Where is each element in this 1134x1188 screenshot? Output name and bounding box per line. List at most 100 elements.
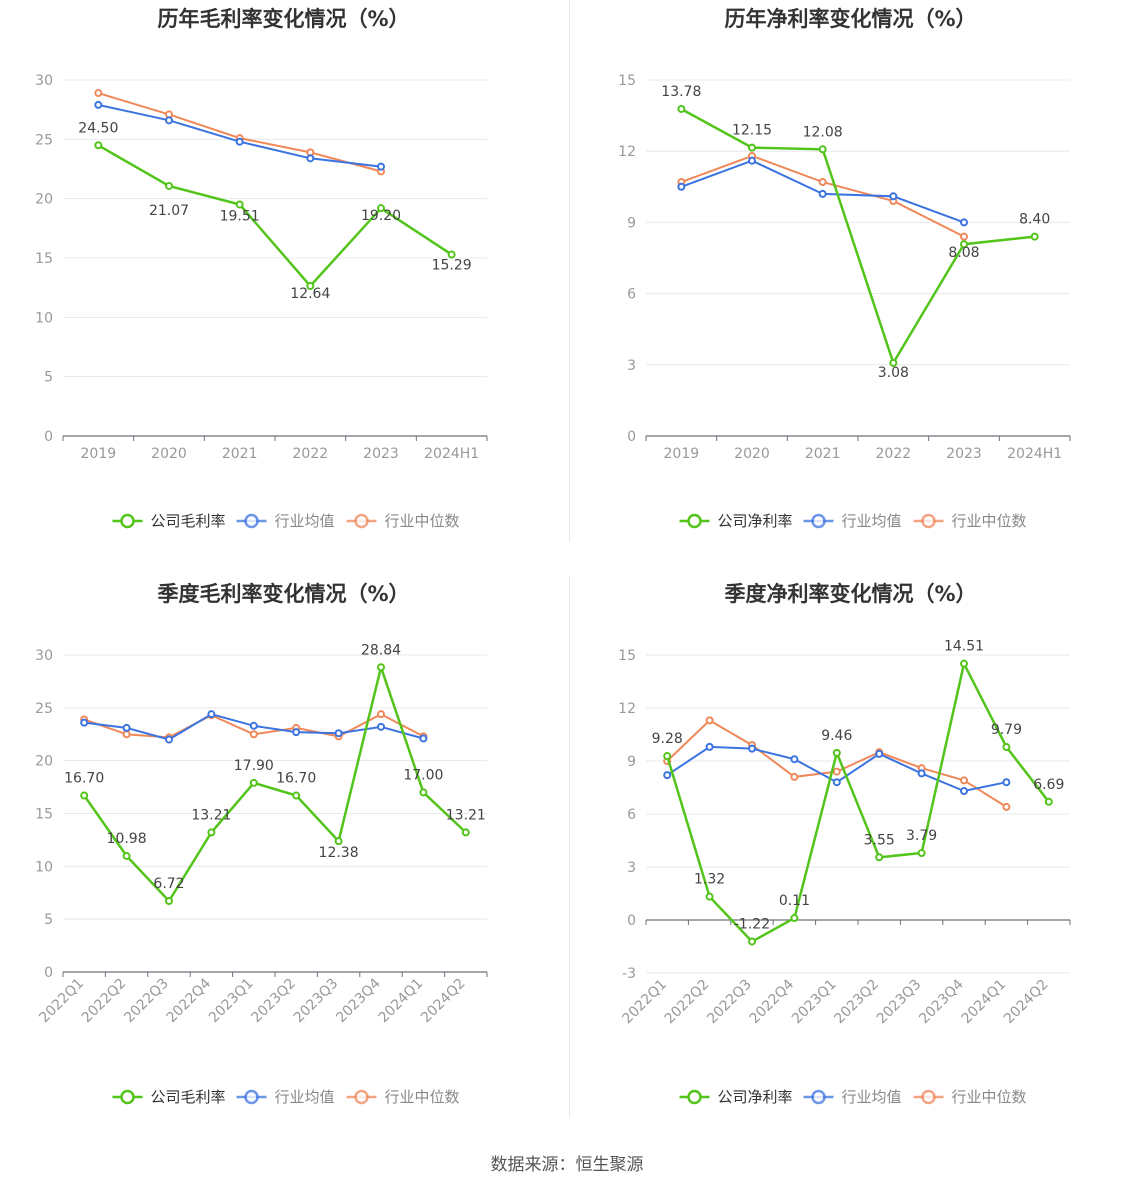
legend-marker [354,513,369,529]
data-label: 8.40 [1019,212,1050,228]
data-label: 16.70 [276,771,316,787]
data-point [790,772,799,781]
data-point [447,250,456,259]
data-label: 15.29 [432,258,472,274]
data-label: 12.64 [290,286,330,302]
data-label: 16.70 [64,771,104,787]
x-tick-label: 2024H1 [1007,446,1062,462]
data-point [889,192,898,201]
data-point [235,200,244,209]
x-tick-label: 2022Q1 [36,976,87,1027]
series-line [97,144,453,288]
legend-marker [244,1089,259,1105]
y-tick-label: 10 [35,859,53,875]
chart-quarterly-net: 季度净利率变化情况（%） -3 0 3 6 9 12 15 2022Q12022Q22022Q3… [618,582,1071,1106]
y-tick-label: 15 [35,807,53,823]
y-tick-label: 30 [35,73,53,89]
divider-top [569,0,570,542]
x-tick-label: 2023Q3 [291,976,342,1027]
data-label: 6.69 [1033,777,1064,793]
legend-marker [687,1089,702,1105]
data-point [960,240,968,249]
y-tick-label: 0 [627,913,636,929]
x-tick-label: 2022 [293,446,329,462]
y-tick-label: 6 [627,287,636,303]
legend-label: 行业中位数 [385,512,460,530]
data-point [461,828,470,837]
data-label: -1.22 [734,917,770,933]
x-tick-label: 2023Q4 [333,975,384,1026]
data-point [705,716,714,725]
data-point [292,791,301,800]
legend-label: 公司净利率 [718,1088,793,1106]
chart-title: 历年毛利率变化情况（%） [157,7,409,31]
data-label: 13.78 [661,84,701,100]
data-point [818,145,827,154]
data-point [306,282,315,291]
data-point [377,722,385,731]
data-point [790,914,799,923]
data-point [334,729,343,738]
data-point [1002,802,1011,811]
data-label: 3.79 [906,828,937,844]
legend-marker [921,1089,936,1105]
data-point [677,182,686,191]
data-label: 19.20 [361,208,401,224]
data-point [165,896,173,905]
x-tick-label: 2022Q4 [164,975,215,1026]
data-point [122,730,131,739]
data-label: 9.79 [991,722,1022,738]
chart-title: 历年净利率变化情况（%） [724,7,976,31]
data-point [705,892,714,901]
x-tick-label: 2020 [734,446,770,462]
legend-marker [687,513,702,529]
data-point [94,141,103,150]
data-label: 12.38 [319,845,359,861]
data-point [94,100,103,109]
data-point [960,776,968,785]
chart-panel-annual-gross: 历年毛利率变化情况（%） 0 5 10 15 20 25 30 2019 2020 2021 2022… [0,0,567,575]
x-tick-label: 2021 [805,446,841,462]
data-point [207,828,216,837]
x-tick-label: 2022 [876,446,912,462]
legend-label: 行业中位数 [952,512,1027,530]
data-point [917,769,926,778]
x-tick-label: 2024Q1 [959,977,1010,1028]
legend-label: 行业均值 [842,512,902,530]
x-tick-label: 2023Q1 [206,976,257,1027]
data-label: 24.50 [78,120,118,136]
data-label: 6.72 [153,876,184,892]
y-tick-label: 6 [627,807,636,823]
data-label: 13.21 [446,807,486,823]
data-label: 17.00 [403,767,443,783]
data-point [165,735,173,744]
data-point [306,154,315,163]
data-point [832,767,841,776]
y-tick-label: 3 [627,358,636,374]
data-point [207,710,216,719]
data-point [235,137,244,146]
legend-label: 行业均值 [842,1088,902,1106]
data-point [165,116,173,125]
data-point [1030,232,1039,241]
data-source-note: 数据来源：恒生聚源 [490,1155,644,1175]
y-tick-label: 5 [44,912,53,928]
series-line [83,662,467,904]
chart-title: 季度净利率变化情况（%） [724,582,976,606]
legend-label: 公司净利率 [718,512,793,530]
data-label: 12.15 [732,123,772,139]
x-tick-label: 2022Q1 [619,977,670,1028]
x-tick-label: 2022Q2 [662,977,713,1028]
data-point [80,791,89,800]
series-line [680,107,1035,366]
legend-marker [120,1089,135,1105]
data-point [748,143,756,152]
data-point [790,755,799,764]
data-label: 28.84 [361,642,401,658]
chart-quarterly-gross: 季度毛利率变化情况（%）0510152025302022Q12022Q22022… [35,582,488,1106]
y-tick-label: 12 [618,701,636,717]
data-point [832,748,841,757]
legend-label: 行业中位数 [385,1088,460,1106]
data-label: 9.46 [821,728,852,744]
chart-annual-gross: 历年毛利率变化情况（%） 0 5 10 15 20 25 30 2019 2020 2021 2022… [35,7,488,530]
